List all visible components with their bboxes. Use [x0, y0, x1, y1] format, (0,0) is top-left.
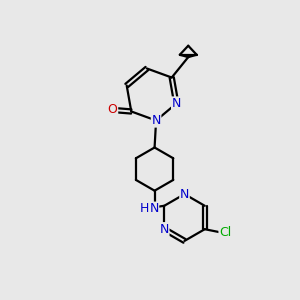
Text: Cl: Cl: [219, 226, 231, 239]
Text: N: N: [180, 188, 189, 201]
Text: H: H: [140, 202, 149, 215]
Text: N: N: [172, 97, 181, 110]
Text: N: N: [149, 202, 159, 215]
Text: N: N: [152, 114, 161, 127]
Text: N: N: [160, 223, 169, 236]
Text: O: O: [108, 103, 118, 116]
